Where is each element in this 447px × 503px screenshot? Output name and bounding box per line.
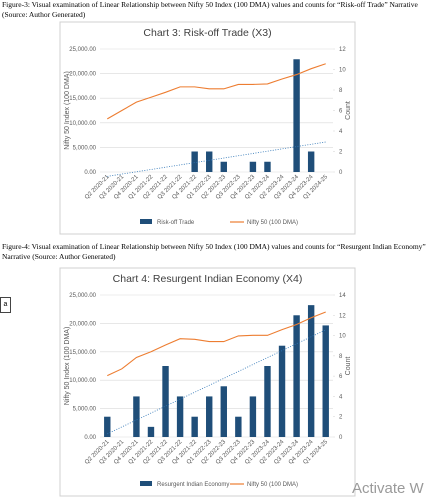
y2-tick-label: 12 <box>339 47 346 53</box>
y-tick-label: 5,000.00 <box>73 407 97 413</box>
y2-axis-label: Count <box>345 357 352 376</box>
chart-title: Chart 4: Resurgent Indian Economy (X4) <box>113 273 303 285</box>
y-tick-label: 0.00 <box>84 170 96 176</box>
figure-caption: Figure-4: Visual examination of Linear R… <box>2 242 426 261</box>
y2-tick-label: 10 <box>339 68 346 74</box>
bar <box>104 416 111 437</box>
bar <box>206 151 213 172</box>
y2-axis-label: Count <box>345 101 352 120</box>
bar <box>264 366 271 437</box>
y2-tick-label: 4 <box>339 129 343 135</box>
y2-tick-label: 14 <box>339 293 346 299</box>
y-tick-label: 25,000.00 <box>69 293 96 299</box>
y-tick-label: 5,000.00 <box>73 145 97 151</box>
bar <box>249 161 257 172</box>
trendline <box>107 141 326 177</box>
bar <box>293 59 300 172</box>
y-tick-label: 10,000.00 <box>69 121 96 127</box>
bar <box>322 325 329 437</box>
bar <box>147 426 155 437</box>
y-tick-label: 20,000.00 <box>69 321 96 327</box>
chart-title: Chart 3: Risk-off Trade (X3) <box>143 27 271 39</box>
bar <box>191 416 198 437</box>
chart-frame <box>59 267 356 497</box>
y2-tick-label: 4 <box>339 394 343 400</box>
y-tick-label: 20,000.00 <box>69 72 96 78</box>
y2-tick-label: 10 <box>339 334 346 340</box>
bar <box>162 366 169 437</box>
y2-tick-label: 8 <box>339 88 343 94</box>
watermark: Activate W <box>352 480 424 497</box>
y2-tick-label: 8 <box>339 354 343 360</box>
y2-tick-label: 2 <box>339 150 343 156</box>
legend-label: Nifty 50 (100 DMA) <box>247 220 298 226</box>
bar <box>307 151 315 172</box>
y-tick-label: 10,000.00 <box>69 378 96 384</box>
bar <box>249 396 257 437</box>
chart-frame <box>59 21 356 235</box>
y2-tick-label: 2 <box>339 415 343 421</box>
y-tick-label: 25,000.00 <box>69 47 96 53</box>
bar <box>307 305 315 437</box>
y2-tick-label: 0 <box>339 435 343 441</box>
bar <box>235 416 242 437</box>
y2-tick-label: 6 <box>339 374 343 380</box>
legend-swatch <box>140 481 152 486</box>
line <box>107 63 326 120</box>
bar <box>133 396 140 437</box>
trendline <box>107 329 326 435</box>
legend-swatch <box>140 219 152 224</box>
bar <box>206 396 213 437</box>
y-tick-label: 15,000.00 <box>69 96 96 102</box>
figure-caption: Figure-3: Visual examination of Linear R… <box>2 0 418 19</box>
bar <box>191 151 198 172</box>
y-axis-label: Nifty 50 Index (100 DMA) <box>64 327 71 406</box>
y2-tick-label: 0 <box>339 170 343 176</box>
side-tag: a <box>0 297 11 313</box>
y-tick-label: 0.00 <box>84 435 96 441</box>
bar <box>293 315 300 437</box>
bar <box>264 161 271 172</box>
y2-tick-label: 12 <box>339 313 346 319</box>
y2-tick-label: 6 <box>339 109 343 115</box>
legend-label: Nifty 50 (100 DMA) <box>247 482 298 488</box>
line <box>107 311 326 377</box>
y-tick-label: 15,000.00 <box>69 350 96 356</box>
bar <box>220 161 227 172</box>
bar <box>278 345 286 437</box>
y-axis-label: Nifty 50 Index (100 DMA) <box>64 71 71 150</box>
legend-label: Resurgent Indian Economy <box>157 482 229 488</box>
bar <box>176 396 184 437</box>
legend-label: Risk-off Trade <box>157 220 195 226</box>
bar <box>220 386 227 437</box>
